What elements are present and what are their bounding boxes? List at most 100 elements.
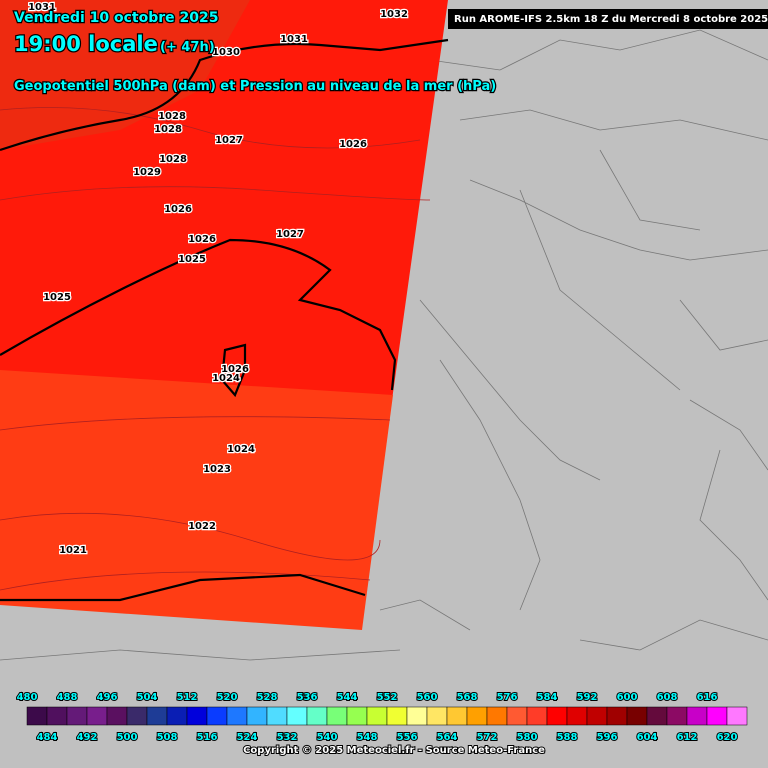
contour-1025 [0, 238, 397, 391]
color-swatch [706, 706, 728, 726]
isobar-labels: 1031 1032 1031 1030 1028 1028 1027 1026 1028 1029… [27, 1, 409, 558]
country-borders [0, 29, 768, 661]
color-swatch [346, 706, 368, 726]
colorbar-label: 488 [57, 692, 78, 703]
color-swatch [306, 706, 328, 726]
color-swatch [566, 706, 588, 726]
colorbar-label: 520 [217, 692, 238, 703]
color-swatch [506, 706, 528, 726]
field-shade [0, 0, 250, 150]
colorbar-label: 540 [317, 732, 338, 743]
isobar-label: 1024 [212, 373, 240, 384]
map-title: Geopotentiel 500hPa (dam) et Pression au… [14, 79, 496, 94]
colorbar-label: 616 [697, 692, 718, 703]
color-swatch [446, 706, 468, 726]
colorbar-label: 500 [117, 732, 138, 743]
colorbar-label: 572 [477, 732, 498, 743]
colorbar-label: 544 [337, 692, 358, 703]
color-swatch [466, 706, 488, 726]
isobar-label: 1021 [59, 545, 87, 556]
colorbar-label: 556 [397, 732, 418, 743]
colorbar-label: 564 [437, 732, 458, 743]
colorbar-label: 568 [457, 692, 478, 703]
contour-1029 [0, 38, 449, 152]
color-swatch [626, 706, 648, 726]
colorbar-label: 592 [577, 692, 598, 703]
isobar-label: 1032 [380, 9, 408, 20]
isobar-label: 1024 [227, 444, 255, 455]
isobar-label: 1026 [188, 234, 216, 245]
color-swatch [386, 706, 408, 726]
colorbar-label: 496 [97, 692, 118, 703]
colorbar-label: 512 [177, 692, 198, 703]
colorbar-label: 596 [597, 732, 618, 743]
isobar-label: 1027 [215, 135, 243, 146]
isobar-label: 1028 [159, 154, 187, 165]
colorbar-label: 580 [517, 732, 538, 743]
colorbar-label: 480 [17, 692, 38, 703]
colorbar-label: 536 [297, 692, 318, 703]
color-swatch [646, 706, 668, 726]
colorbar-label: 504 [137, 692, 158, 703]
time: 19:00 locale [14, 32, 158, 56]
color-swatch [266, 706, 288, 726]
color-swatch [86, 706, 108, 726]
colorbar-label: 548 [357, 732, 378, 743]
color-swatch [146, 706, 168, 726]
colorbar: 480 484 488 492 496 500 504 508 512 516 520 524 528 5… [16, 691, 748, 744]
copyright: Copyright © 2025 Meteociel.fr - Source M… [243, 745, 545, 756]
colorbar-label: 560 [417, 692, 438, 703]
colorbar-label: 584 [537, 692, 558, 703]
field-mid [0, 370, 393, 630]
color-swatch [426, 706, 448, 726]
colorbar-label: 604 [637, 732, 658, 743]
lead-time: (+ 47h) [160, 40, 215, 55]
colorbar-label: 532 [277, 732, 298, 743]
colorbar-label: 612 [677, 732, 698, 743]
isobar-label: 1026 [164, 204, 192, 215]
colorbar-label: 516 [197, 732, 218, 743]
date: Vendredi 10 octobre 2025 [14, 10, 219, 26]
isobar-label: 1025 [43, 292, 71, 303]
run-info: Run AROME-IFS 2.5km 18 Z du Mercredi 8 o… [454, 14, 768, 25]
isobar-label: 1023 [203, 464, 231, 475]
color-swatch [406, 706, 428, 726]
contour-1020 [0, 573, 366, 602]
colorbar-label: 576 [497, 692, 518, 703]
colorbar-label: 484 [37, 732, 58, 743]
colorbar-label: 620 [717, 732, 738, 743]
colorbar-label: 524 [237, 732, 258, 743]
contour-corsica [220, 343, 247, 398]
color-swatch [686, 706, 708, 726]
color-swatch [726, 706, 748, 726]
colorbar-label: 552 [377, 692, 398, 703]
color-swatch [586, 706, 608, 726]
color-swatch [526, 706, 548, 726]
run-bar [448, 9, 768, 29]
isobar-label: 1031 [280, 34, 308, 45]
color-swatch [546, 706, 568, 726]
color-swatch [366, 706, 388, 726]
colorbar-label: 528 [257, 692, 278, 703]
isobar-label: 1027 [276, 229, 304, 240]
color-swatch [326, 706, 348, 726]
isobar-label: 1028 [154, 124, 182, 135]
color-swatch [126, 706, 148, 726]
color-swatch [26, 706, 48, 726]
color-swatch [666, 706, 688, 726]
color-swatch [286, 706, 308, 726]
colorbar-label: 600 [617, 692, 638, 703]
isobar-label: 1031 [28, 2, 56, 13]
color-swatch [166, 706, 188, 726]
colorbar-label: 492 [77, 732, 98, 743]
color-swatch [106, 706, 128, 726]
isobars [0, 107, 431, 591]
color-swatch [186, 706, 208, 726]
color-swatch [606, 706, 628, 726]
color-swatch [226, 706, 248, 726]
isobar-label: 1030 [212, 47, 240, 58]
isobar-label: 1025 [178, 254, 206, 265]
color-swatch [486, 706, 508, 726]
colorbar-label: 608 [657, 692, 678, 703]
